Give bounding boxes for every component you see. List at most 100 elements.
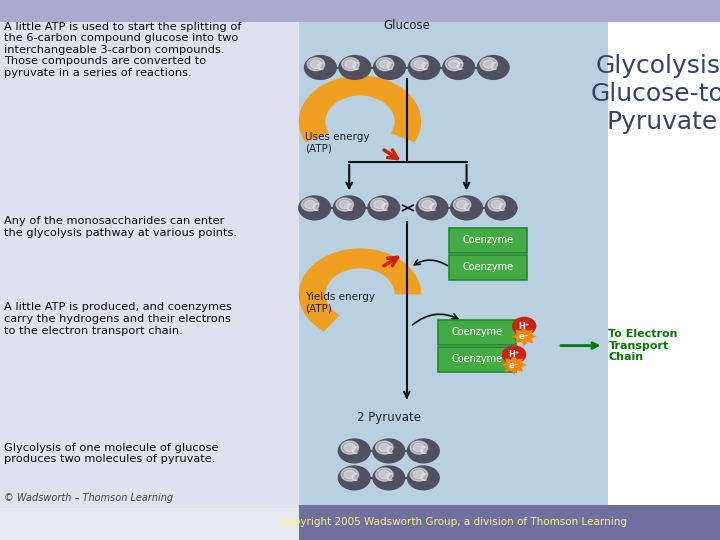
Text: C: C: [490, 63, 497, 72]
Circle shape: [480, 58, 498, 71]
Circle shape: [345, 60, 356, 69]
Text: C: C: [420, 446, 427, 456]
Text: Coenzyme: Coenzyme: [451, 327, 503, 337]
Circle shape: [374, 56, 405, 79]
Text: To Electron
Transport
Chain: To Electron Transport Chain: [608, 329, 678, 362]
Text: A little ATP is used to start the splitting of
the 6-carbon compound glucose int: A little ATP is used to start the splitt…: [4, 22, 241, 78]
Circle shape: [344, 443, 356, 452]
Text: C: C: [346, 203, 353, 213]
Circle shape: [368, 196, 400, 220]
Circle shape: [376, 468, 393, 481]
Circle shape: [339, 56, 371, 79]
Circle shape: [419, 198, 436, 211]
Circle shape: [299, 196, 330, 220]
Circle shape: [344, 470, 356, 479]
Circle shape: [377, 58, 394, 71]
Bar: [299, 505, 720, 540]
Text: C: C: [311, 203, 318, 213]
Text: C: C: [463, 203, 470, 213]
Text: C: C: [455, 63, 462, 72]
Bar: [608, 0, 720, 508]
Text: Yields energy
(ATP): Yields energy (ATP): [305, 292, 375, 313]
Text: C: C: [380, 203, 387, 213]
Circle shape: [373, 466, 405, 490]
Text: C: C: [420, 473, 427, 483]
Polygon shape: [299, 248, 421, 332]
Text: H⁺: H⁺: [508, 350, 520, 359]
Circle shape: [305, 56, 336, 79]
Text: H⁺: H⁺: [518, 321, 530, 330]
Circle shape: [341, 468, 359, 481]
Bar: [0, 0, 299, 508]
Circle shape: [338, 439, 370, 463]
Circle shape: [342, 58, 359, 71]
Circle shape: [408, 466, 439, 490]
FancyBboxPatch shape: [438, 347, 516, 372]
Circle shape: [341, 441, 359, 454]
Bar: [299, 0, 608, 508]
Circle shape: [503, 346, 526, 363]
Text: Glucose: Glucose: [383, 19, 431, 32]
Circle shape: [410, 468, 428, 481]
Circle shape: [483, 60, 495, 69]
Text: Glycolysis of one molecule of glucose
produces two molecules of pyruvate.: Glycolysis of one molecule of glucose pr…: [4, 443, 218, 464]
Text: 2 Pyruvate: 2 Pyruvate: [357, 411, 420, 424]
Circle shape: [416, 196, 448, 220]
Circle shape: [456, 200, 468, 209]
Text: Copyright 2005 Wadsworth Group, a division of Thomson Learning: Copyright 2005 Wadsworth Group, a divisi…: [280, 517, 627, 527]
Text: Coenzyme: Coenzyme: [462, 235, 513, 245]
Circle shape: [338, 466, 370, 490]
Circle shape: [336, 198, 354, 211]
Text: Coenzyme: Coenzyme: [451, 354, 503, 364]
Circle shape: [379, 470, 390, 479]
Circle shape: [491, 200, 503, 209]
Circle shape: [310, 60, 322, 69]
FancyBboxPatch shape: [449, 255, 527, 280]
Text: C: C: [385, 446, 392, 456]
Text: C: C: [428, 203, 436, 213]
Circle shape: [488, 198, 505, 211]
Text: Any of the monosaccharides can enter
the glycolysis pathway at various points.: Any of the monosaccharides can enter the…: [4, 216, 237, 238]
Circle shape: [449, 60, 460, 69]
FancyBboxPatch shape: [438, 320, 516, 345]
Text: C: C: [498, 203, 505, 213]
Text: C: C: [420, 63, 428, 72]
Circle shape: [339, 200, 351, 209]
Circle shape: [513, 318, 536, 335]
Circle shape: [443, 56, 474, 79]
Circle shape: [371, 198, 388, 211]
Circle shape: [413, 443, 425, 452]
Text: C: C: [385, 473, 392, 483]
Circle shape: [374, 200, 385, 209]
Circle shape: [408, 439, 439, 463]
Text: C: C: [351, 473, 358, 483]
Text: Coenzyme: Coenzyme: [462, 262, 513, 272]
Circle shape: [302, 198, 319, 211]
Circle shape: [376, 441, 393, 454]
Text: Glycolysis:
Glucose-to-
Pyruvate: Glycolysis: Glucose-to- Pyruvate: [590, 54, 720, 133]
Circle shape: [414, 60, 426, 69]
Text: e⁻: e⁻: [519, 332, 529, 341]
Circle shape: [411, 58, 428, 71]
FancyBboxPatch shape: [449, 228, 527, 253]
Text: A little ATP is produced, and coenzymes
carry the hydrogens and their electrons
: A little ATP is produced, and coenzymes …: [4, 302, 231, 335]
Text: C: C: [386, 63, 393, 72]
Text: Uses energy
(ATP): Uses energy (ATP): [305, 132, 370, 154]
Polygon shape: [299, 76, 421, 143]
Circle shape: [446, 58, 463, 71]
Circle shape: [333, 196, 365, 220]
Circle shape: [307, 58, 325, 71]
Circle shape: [408, 56, 440, 79]
Circle shape: [379, 60, 391, 69]
Circle shape: [485, 196, 517, 220]
Text: e⁻: e⁻: [509, 361, 519, 369]
Circle shape: [477, 56, 509, 79]
Circle shape: [454, 198, 471, 211]
Circle shape: [451, 196, 482, 220]
Circle shape: [379, 443, 390, 452]
Polygon shape: [501, 355, 527, 375]
Circle shape: [422, 200, 433, 209]
Circle shape: [410, 441, 428, 454]
Polygon shape: [511, 327, 537, 346]
Text: © Wadsworth – Thomson Learning: © Wadsworth – Thomson Learning: [4, 493, 173, 503]
